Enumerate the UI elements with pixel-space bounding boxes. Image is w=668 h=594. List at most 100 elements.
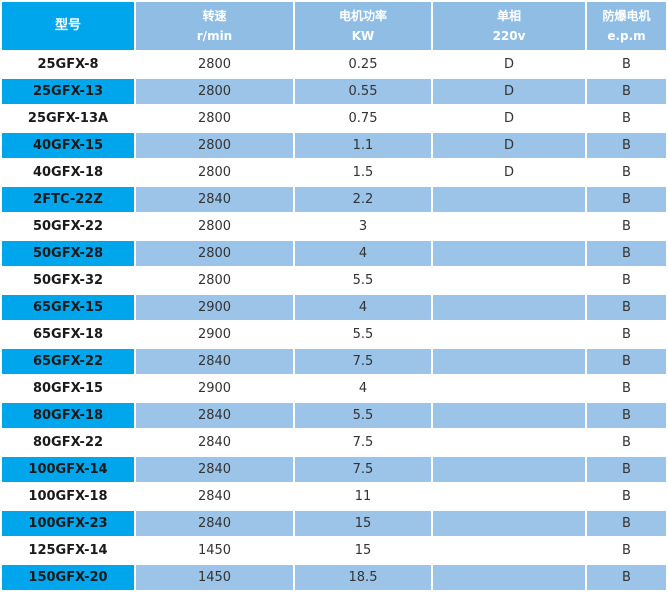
speed-cell: 2840 bbox=[136, 511, 293, 536]
explosion-proof-cell: B bbox=[587, 160, 666, 185]
table-row: 40GFX-18 2800 1.5 D B bbox=[2, 160, 666, 185]
speed-cell: 2800 bbox=[136, 79, 293, 104]
header-power-label: 电机功率 bbox=[338, 9, 387, 23]
explosion-proof-cell: B bbox=[587, 457, 666, 482]
single-phase-cell bbox=[433, 187, 585, 212]
speed-cell: 2800 bbox=[136, 160, 293, 185]
header-power-unit: KW bbox=[351, 29, 375, 43]
header-row: 型号 转速 r/min 电机功率 KW 单相 220v 防爆电机 e.p.m bbox=[2, 2, 666, 50]
single-phase-cell bbox=[433, 457, 585, 482]
table-row: 65GFX-15 2900 4 B bbox=[2, 295, 666, 320]
explosion-proof-cell: B bbox=[587, 241, 666, 266]
power-cell: 7.5 bbox=[295, 430, 431, 455]
table-row: 40GFX-15 2800 1.1 D B bbox=[2, 133, 666, 158]
speed-cell: 2800 bbox=[136, 214, 293, 239]
speed-cell: 2840 bbox=[136, 484, 293, 509]
single-phase-cell bbox=[433, 511, 585, 536]
header-single-phase-unit: 220v bbox=[492, 29, 526, 43]
single-phase-cell: D bbox=[433, 160, 585, 185]
table-row: 50GFX-22 2800 3 B bbox=[2, 214, 666, 239]
header-model-label: 型号 bbox=[54, 18, 81, 33]
header-model: 型号 bbox=[2, 2, 134, 50]
single-phase-cell bbox=[433, 430, 585, 455]
header-power: 电机功率 KW bbox=[295, 2, 431, 50]
table-row: 65GFX-18 2900 5.5 B bbox=[2, 322, 666, 347]
single-phase-cell bbox=[433, 403, 585, 428]
power-cell: 1.5 bbox=[295, 160, 431, 185]
speed-cell: 2840 bbox=[136, 457, 293, 482]
power-cell: 11 bbox=[295, 484, 431, 509]
power-cell: 2.2 bbox=[295, 187, 431, 212]
power-cell: 4 bbox=[295, 295, 431, 320]
header-single-phase-label: 单相 bbox=[496, 9, 521, 23]
explosion-proof-cell: B bbox=[587, 538, 666, 563]
table-row: 80GFX-22 2840 7.5 B bbox=[2, 430, 666, 455]
model-cell: 100GFX-23 bbox=[2, 511, 134, 536]
table-row: 50GFX-32 2800 5.5 B bbox=[2, 268, 666, 293]
power-cell: 15 bbox=[295, 511, 431, 536]
power-cell: 0.55 bbox=[295, 79, 431, 104]
single-phase-cell bbox=[433, 322, 585, 347]
header-speed: 转速 r/min bbox=[136, 2, 293, 50]
table-row: 100GFX-14 2840 7.5 B bbox=[2, 457, 666, 482]
model-cell: 50GFX-28 bbox=[2, 241, 134, 266]
speed-cell: 2800 bbox=[136, 52, 293, 77]
explosion-proof-cell: B bbox=[587, 565, 666, 590]
table-row: 100GFX-18 2840 11 B bbox=[2, 484, 666, 509]
model-cell: 50GFX-22 bbox=[2, 214, 134, 239]
model-cell: 80GFX-15 bbox=[2, 376, 134, 401]
single-phase-cell: D bbox=[433, 133, 585, 158]
model-cell: 40GFX-18 bbox=[2, 160, 134, 185]
single-phase-cell bbox=[433, 295, 585, 320]
speed-cell: 2800 bbox=[136, 106, 293, 131]
speed-cell: 2800 bbox=[136, 133, 293, 158]
power-cell: 1.1 bbox=[295, 133, 431, 158]
explosion-proof-cell: B bbox=[587, 403, 666, 428]
speed-cell: 2900 bbox=[136, 376, 293, 401]
model-cell: 50GFX-32 bbox=[2, 268, 134, 293]
table-row: 25GFX-13 2800 0.55 D B bbox=[2, 79, 666, 104]
single-phase-cell bbox=[433, 538, 585, 563]
explosion-proof-cell: B bbox=[587, 295, 666, 320]
explosion-proof-cell: B bbox=[587, 106, 666, 131]
single-phase-cell bbox=[433, 349, 585, 374]
header-explosion-proof: 防爆电机 e.p.m bbox=[587, 2, 666, 50]
model-cell: 25GFX-13A bbox=[2, 106, 134, 131]
explosion-proof-cell: B bbox=[587, 349, 666, 374]
explosion-proof-cell: B bbox=[587, 268, 666, 293]
single-phase-cell: D bbox=[433, 106, 585, 131]
model-cell: 65GFX-15 bbox=[2, 295, 134, 320]
power-cell: 0.75 bbox=[295, 106, 431, 131]
model-cell: 80GFX-22 bbox=[2, 430, 134, 455]
power-cell: 18.5 bbox=[295, 565, 431, 590]
speed-cell: 2840 bbox=[136, 187, 293, 212]
explosion-proof-cell: B bbox=[587, 484, 666, 509]
table-row: 80GFX-15 2900 4 B bbox=[2, 376, 666, 401]
table-body: 25GFX-8 2800 0.25 D B 25GFX-13 2800 0.55 D B 25GFX… bbox=[2, 52, 666, 590]
single-phase-cell: D bbox=[433, 79, 585, 104]
single-phase-cell bbox=[433, 241, 585, 266]
explosion-proof-cell: B bbox=[587, 376, 666, 401]
model-cell: 125GFX-14 bbox=[2, 538, 134, 563]
model-cell: 65GFX-22 bbox=[2, 349, 134, 374]
model-cell: 100GFX-18 bbox=[2, 484, 134, 509]
header-explosion-proof-label: 防爆电机 bbox=[602, 9, 651, 23]
table-row: 25GFX-8 2800 0.25 D B bbox=[2, 52, 666, 77]
single-phase-cell bbox=[433, 565, 585, 590]
model-cell: 65GFX-18 bbox=[2, 322, 134, 347]
power-cell: 4 bbox=[295, 241, 431, 266]
single-phase-cell bbox=[433, 214, 585, 239]
speed-cell: 1450 bbox=[136, 538, 293, 563]
speed-cell: 2900 bbox=[136, 322, 293, 347]
single-phase-cell bbox=[433, 376, 585, 401]
table-row: 50GFX-28 2800 4 B bbox=[2, 241, 666, 266]
model-cell: 80GFX-18 bbox=[2, 403, 134, 428]
explosion-proof-cell: B bbox=[587, 187, 666, 212]
header-speed-unit: r/min bbox=[196, 29, 233, 43]
table-row: 80GFX-18 2840 5.5 B bbox=[2, 403, 666, 428]
speed-cell: 2800 bbox=[136, 268, 293, 293]
speed-cell: 2840 bbox=[136, 430, 293, 455]
speed-cell: 1450 bbox=[136, 565, 293, 590]
header-single-phase: 单相 220v bbox=[433, 2, 585, 50]
